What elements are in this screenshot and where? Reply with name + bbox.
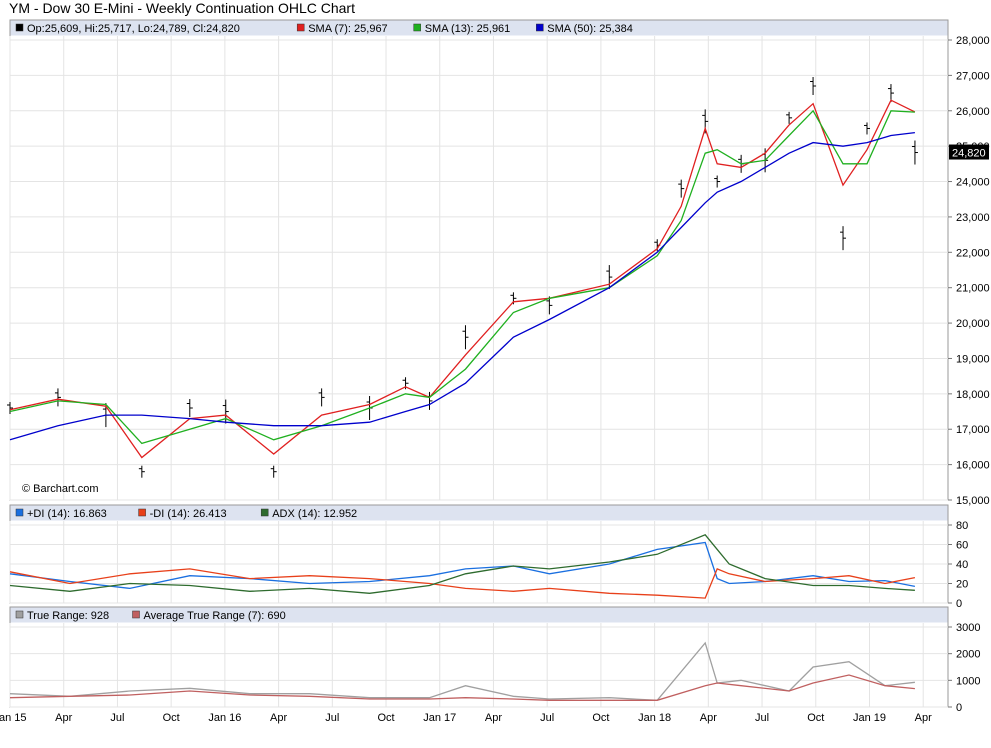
x-tick-label: Jan 18 (638, 712, 671, 724)
y-tick-label: 21,000 (956, 283, 990, 295)
y-tick-label: 2000 (956, 649, 980, 661)
y-tick-label: 0 (956, 598, 962, 610)
last-price-box (949, 144, 989, 160)
legend-swatch (413, 23, 421, 32)
legend-label: SMA (13): 25,961 (425, 23, 511, 35)
x-tick-label: Apr (915, 712, 932, 724)
y-tick-label: 17,000 (956, 424, 990, 436)
y-tick-label: 40 (956, 559, 968, 571)
y-tick-label: 60 (956, 540, 968, 552)
series-line-adx (9, 534, 915, 594)
legend-swatch (296, 23, 305, 32)
x-tick-label: Oct (592, 712, 609, 724)
series-line-sma-50- (9, 131, 915, 441)
x-tick-label: Jan 17 (423, 712, 456, 724)
panel-frame-dmi (9, 504, 949, 604)
x-tick-label: Jan 15 (0, 712, 27, 724)
y-tick-label: 18,000 (956, 389, 990, 401)
y-tick-label: 15,000 (956, 495, 990, 507)
legend-label: +DI (14): 16.863 (27, 508, 107, 520)
legend-bar-dmi (10, 505, 948, 521)
x-tick-label: Oct (377, 712, 394, 724)
legend-swatch (15, 508, 24, 517)
x-tick-label: Apr (485, 712, 502, 724)
legend-label: True Range: 928 (27, 610, 109, 622)
y-tick-label: 1000 (956, 675, 980, 687)
y-tick-label: 0 (956, 702, 962, 714)
y-tick-label: 27,000 (956, 70, 990, 82)
y-tick-label: 20 (956, 579, 968, 591)
x-tick-label: Jan 19 (853, 712, 886, 724)
page-title: YM - Dow 30 E-Mini - Weekly Continuation… (9, 0, 355, 16)
series-line-true-range (9, 641, 915, 701)
last-price-label: 24,820 (952, 148, 986, 160)
legend-swatch (132, 610, 140, 619)
y-tick-label: 16,000 (956, 460, 990, 472)
legend-swatch (15, 610, 24, 619)
series-line-sma-13- (9, 109, 915, 445)
y-tick-label: 3000 (956, 622, 980, 634)
series-line--di (9, 568, 916, 599)
y-tick-label: 24,000 (956, 177, 990, 189)
x-tick-label: Jul (755, 712, 769, 724)
y-tick-label: 26,000 (956, 106, 990, 118)
panel-frame-price (9, 19, 949, 501)
legend-label: Average True Range (7): 690 (144, 610, 286, 622)
y-tick-label: 19,000 (956, 353, 990, 365)
y-tick-label: 80 (956, 520, 968, 532)
series-line-average-true-range-7- (9, 674, 915, 701)
legend-label: SMA (50): 25,384 (547, 23, 633, 35)
legend-label: -DI (14): 26.413 (150, 508, 227, 520)
x-tick-label: Apr (270, 712, 287, 724)
x-tick-label: Jul (325, 712, 339, 724)
legend-swatch (138, 508, 146, 517)
legend-swatch (260, 508, 269, 517)
legend-bar-price (10, 20, 948, 36)
x-tick-label: Apr (55, 712, 72, 724)
y-tick-label: 22,000 (956, 247, 990, 259)
legend-label: SMA (7): 25,967 (308, 23, 388, 35)
x-tick-label: Jul (110, 712, 124, 724)
x-tick-label: Jul (540, 712, 554, 724)
legend-label: Op:25,609, Hi:25,717, Lo:24,789, Cl:24,8… (27, 23, 240, 35)
legend-label: ADX (14): 12.952 (272, 508, 357, 520)
legend-swatch (536, 23, 544, 32)
series-line--di (9, 541, 916, 590)
legend-swatch (15, 23, 24, 32)
x-tick-label: Oct (807, 712, 824, 724)
x-tick-label: Jan 16 (208, 712, 241, 724)
legend-bar-range (10, 607, 948, 623)
watermark: © Barchart.com (22, 483, 99, 495)
x-tick-label: Apr (700, 712, 717, 724)
y-tick-label: 28,000 (956, 35, 990, 47)
y-tick-label: 23,000 (956, 212, 990, 224)
x-tick-label: Oct (163, 712, 180, 724)
y-tick-label: 20,000 (956, 318, 990, 330)
